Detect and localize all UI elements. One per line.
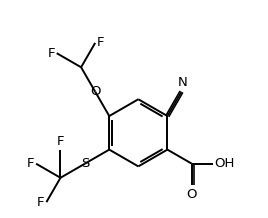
Text: OH: OH bbox=[215, 157, 235, 170]
Text: F: F bbox=[57, 135, 64, 148]
Text: F: F bbox=[37, 196, 45, 209]
Text: F: F bbox=[27, 157, 34, 170]
Text: S: S bbox=[81, 157, 89, 170]
Text: O: O bbox=[90, 85, 100, 98]
Text: N: N bbox=[178, 76, 188, 89]
Text: F: F bbox=[47, 47, 55, 60]
Text: F: F bbox=[97, 36, 105, 49]
Text: O: O bbox=[187, 187, 197, 201]
